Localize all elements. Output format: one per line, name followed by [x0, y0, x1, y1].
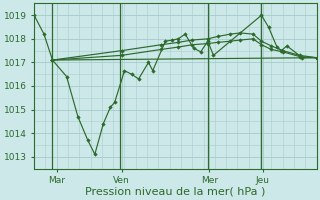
X-axis label: Pression niveau de la mer( hPa ): Pression niveau de la mer( hPa ): [85, 187, 266, 197]
